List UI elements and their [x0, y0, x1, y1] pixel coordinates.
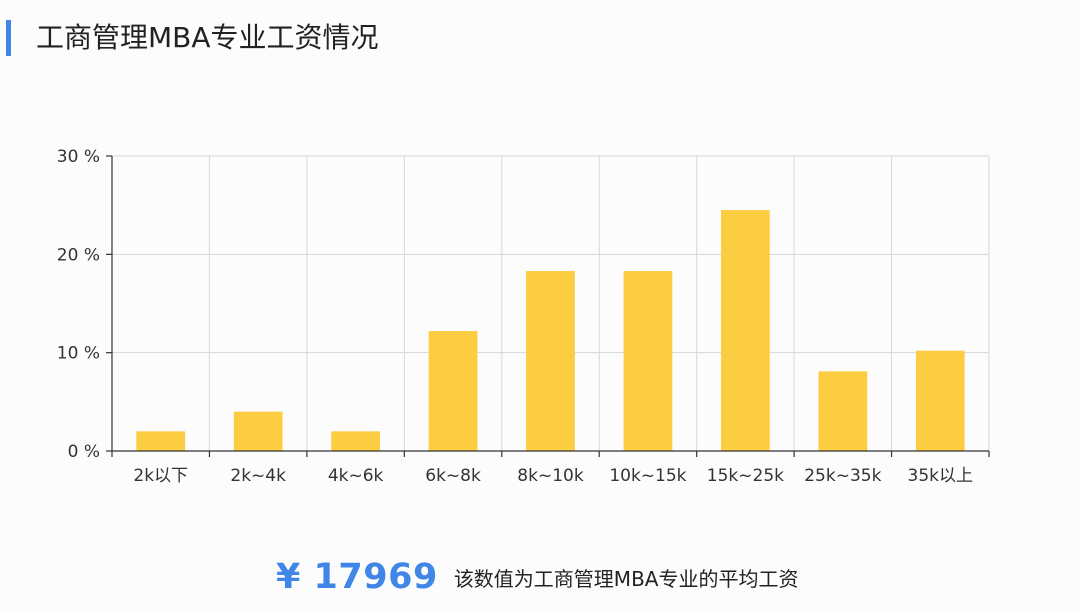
- title-accent-bar: [6, 20, 11, 56]
- average-salary-summary: ¥ 17969 该数值为工商管理MBA专业的平均工资: [276, 552, 798, 602]
- bar-2k~4k: [233, 411, 283, 451]
- bar-6k~8k: [428, 331, 478, 451]
- bar-4k~6k: [331, 431, 380, 451]
- average-salary-caption: 该数值为工商管理MBA专业的平均工资: [453, 566, 799, 591]
- bar-10k~15k: [623, 271, 673, 451]
- y-tick-label: 20 %: [57, 245, 100, 265]
- x-tick-label: 4k~6k: [328, 466, 384, 486]
- salary-bar-chart: 0 % 10 % 20 % 30 % 2k以下 2k~4k 4k~6k 6k~8k 8k~10k…: [57, 147, 990, 486]
- x-tick-label: 2k~4k: [230, 466, 286, 486]
- x-tick-label: 6k~8k: [425, 466, 481, 486]
- y-tick-label: 0 %: [68, 442, 100, 462]
- bar-8k~10k: [526, 271, 575, 451]
- bar-35k以上: [915, 350, 965, 451]
- y-tick-label: 10 %: [57, 344, 100, 364]
- x-tick-label: 10k~15k: [609, 466, 686, 486]
- x-tick-label: 8k~10k: [517, 466, 584, 486]
- bar-25k~35k: [818, 371, 868, 451]
- x-tick-label: 35k以上: [908, 466, 973, 486]
- bar-15k~25k: [721, 210, 770, 451]
- x-tick-label: 2k以下: [133, 466, 188, 486]
- x-tick-label: 15k~25k: [707, 466, 784, 486]
- x-tick-label: 25k~35k: [804, 466, 881, 486]
- y-tick-label: 30 %: [57, 147, 100, 167]
- average-salary-value: ¥ 17969: [276, 557, 438, 597]
- bar-2k以下: [136, 431, 186, 451]
- page-title: 工商管理MBA专业工资情况: [36, 21, 379, 54]
